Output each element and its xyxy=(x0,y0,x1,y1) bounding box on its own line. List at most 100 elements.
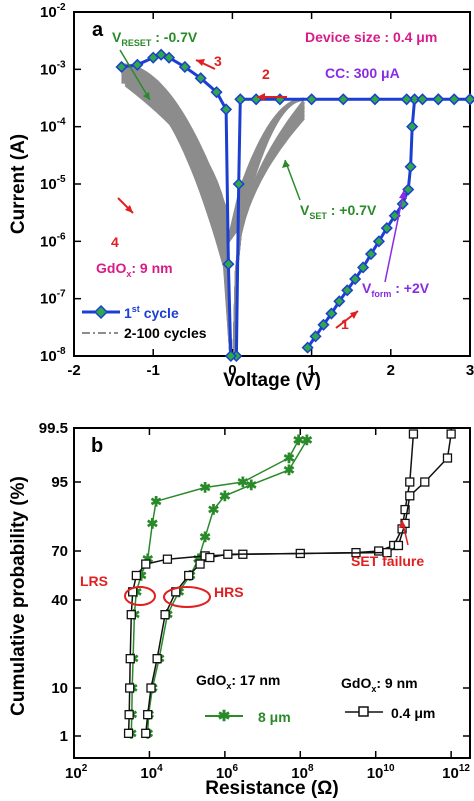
data-point-0.4um xyxy=(205,552,215,563)
lrs-highlight-ellipse xyxy=(124,586,156,606)
panel-b-label: b xyxy=(91,435,103,457)
data-point-0.4um xyxy=(141,728,151,738)
x-tick-label: 1010 xyxy=(367,763,395,782)
data-point-0.4um xyxy=(123,728,134,738)
data-point-1st-cycle xyxy=(337,93,350,106)
group-17nm-label: GdOx: 17 nm xyxy=(196,672,280,691)
x-tick-label: -1 xyxy=(147,362,160,379)
data-point-1st-cycle xyxy=(232,177,245,191)
data-point-1st-cycle xyxy=(388,209,401,222)
legend-label-2-100-cycles: 2-100 cycles xyxy=(124,325,207,341)
data-point-1st-cycle xyxy=(224,349,237,363)
data-point-8um: ✱ xyxy=(293,432,305,448)
data-point-1st-cycle xyxy=(349,272,362,286)
panel-b-x-label: Resistance (Ω) xyxy=(205,778,339,799)
panel-a-y-label: Current (A) xyxy=(8,134,29,234)
data-point-8um: ✱ xyxy=(283,450,295,466)
y-tick-label: 10-6 xyxy=(40,231,66,250)
data-point-1st-cycle xyxy=(463,93,474,106)
data-point-1st-cycle xyxy=(404,160,417,173)
data-point-0.4um xyxy=(442,453,453,463)
data-point-1st-cycle xyxy=(220,103,233,116)
data-point-0.4um xyxy=(400,504,410,515)
panel-a-x-ticks: -2 -1 0 1 2 3 xyxy=(67,12,474,379)
data-point-0.4um xyxy=(195,559,205,569)
data-point-1st-cycle xyxy=(131,58,144,71)
series-8um-hrs-line xyxy=(146,439,308,734)
data-point-0.4um xyxy=(160,610,170,620)
step-3-label: 3 xyxy=(214,53,222,69)
group-9nm-label: GdOx: 9 nm xyxy=(341,675,418,694)
set-failure-annotation: SET failure xyxy=(351,553,424,569)
data-point-0.4um xyxy=(125,654,135,664)
data-point-0.4um xyxy=(446,429,456,439)
y-tick-label: 10-4 xyxy=(40,117,66,136)
data-point-1st-cycle xyxy=(432,93,445,106)
data-point-0.4um xyxy=(382,547,392,558)
legend-label-1st-cycle: 1st cycle xyxy=(124,304,179,321)
y-tick-label: 10-7 xyxy=(40,289,66,308)
data-point-1st-cycle xyxy=(273,93,286,106)
data-point-0.4um xyxy=(152,654,162,664)
data-point-1st-cycle xyxy=(147,51,160,64)
data-point-1st-cycle xyxy=(115,60,128,74)
gray-cycle-curve xyxy=(121,80,305,358)
data-point-1st-cycle xyxy=(234,93,247,106)
data-point-1st-cycle xyxy=(406,120,419,133)
data-point-0.4um xyxy=(146,683,156,693)
data-point-1st-cycle xyxy=(305,93,318,106)
panel-b-y-label: Cumulative probability (%) xyxy=(8,476,29,716)
data-point-1st-cycle xyxy=(341,284,354,297)
data-point-0.4um xyxy=(162,554,173,564)
step-4-label: 4 xyxy=(111,234,119,250)
y-tick-label: 99.5 xyxy=(39,420,68,437)
data-point-8um: ✱ xyxy=(245,477,257,493)
legend-label-8um: 8 μm xyxy=(258,709,291,725)
data-point-1st-cycle xyxy=(301,341,314,354)
data-point-1st-cycle xyxy=(448,93,461,106)
data-point-0.4um xyxy=(420,477,430,487)
data-point-1st-cycle xyxy=(364,247,378,261)
data-point-0.4um xyxy=(126,610,136,620)
cc-annotation: CC: 300 μA xyxy=(325,65,400,81)
data-point-1st-cycle xyxy=(368,93,382,106)
data-point-0.4um xyxy=(131,570,141,581)
x-tick-label: 104 xyxy=(140,763,163,782)
x-tick-label: 2 xyxy=(387,362,395,379)
panel-b-y-ticks: 1 10 40 70 95 99.5 xyxy=(39,420,470,745)
data-point-0.4um xyxy=(184,570,194,581)
data-point-1st-cycle xyxy=(222,258,235,271)
data-point-1st-cycle xyxy=(317,318,330,331)
y-tick-label: 10-8 xyxy=(40,346,66,365)
set-failure-arrowhead xyxy=(399,520,406,528)
data-point-8um: ✱ xyxy=(208,502,220,518)
data-point-0.4um xyxy=(143,710,153,720)
legend-label-0.4um: 0.4 μm xyxy=(391,705,435,721)
data-point-1st-cycle xyxy=(357,261,370,274)
data-point-8um: ✱ xyxy=(219,488,231,504)
y-tick-label: 40 xyxy=(51,592,68,609)
data-point-1st-cycle xyxy=(194,72,207,85)
data-point-8um: ✱ xyxy=(301,432,313,448)
data-point-1st-cycle xyxy=(309,330,322,343)
y-tick-label: 10-5 xyxy=(40,174,66,193)
device-size-annotation: Device size : 0.4 μm xyxy=(305,29,437,45)
data-point-8um: ✱ xyxy=(283,462,295,478)
annotation-arrows xyxy=(117,49,407,329)
x-tick-label: 0 xyxy=(228,362,236,379)
y-tick-label: 10-3 xyxy=(40,59,66,78)
data-point-1st-cycle xyxy=(408,93,421,106)
data-point-0.4um xyxy=(141,559,151,569)
series-1st-cycle xyxy=(115,48,474,363)
x-tick-label: 102 xyxy=(65,763,88,782)
y-tick-label: 10-2 xyxy=(40,2,66,21)
panel-a-label: a xyxy=(92,19,104,41)
data-point-1st-cycle xyxy=(333,295,346,308)
panel-b-series: ✱✱✱✱✱✱✱✱✱✱✱✱✱✱✱✱✱✱✱✱✱✱✱✱✱✱✱✱ xyxy=(123,429,456,741)
legend-marker-0.4um xyxy=(358,706,369,717)
legend-marker-1st-cycle xyxy=(93,304,109,320)
data-point-0.4um xyxy=(124,710,134,720)
data-point-0.4um xyxy=(125,683,135,693)
